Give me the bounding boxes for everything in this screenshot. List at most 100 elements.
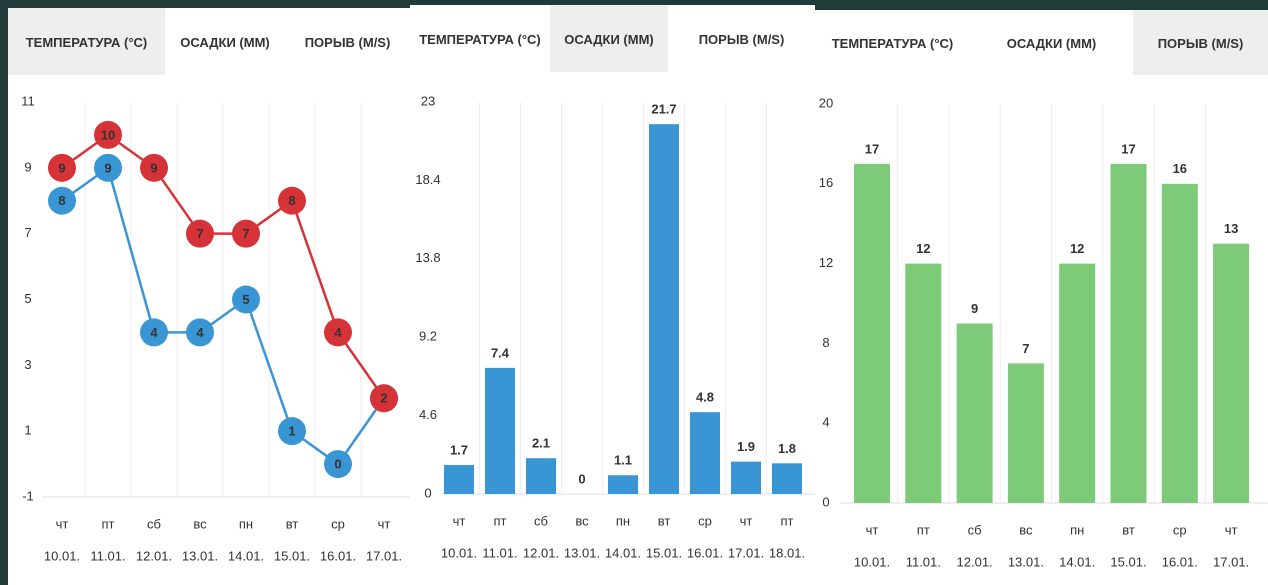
bar — [956, 323, 993, 503]
y-tick-label: 12 — [819, 255, 833, 270]
bar-label: 17 — [865, 141, 879, 156]
y-tick-label: 4.6 — [419, 407, 437, 422]
x-tick-label: вс — [1019, 522, 1033, 537]
x-tick-label: сб — [147, 516, 161, 531]
bar-label: 1.9 — [737, 439, 755, 454]
tab-label[interactable]: ОСАДКИ (ММ) — [180, 35, 270, 50]
x-tick-label: пн — [239, 516, 253, 531]
x-tick-label: пт — [917, 522, 930, 537]
x-date-label: 14.01. — [1059, 554, 1095, 569]
bar — [485, 367, 515, 494]
x-date-label: 10.01. — [854, 554, 890, 569]
point-label: 2 — [380, 391, 387, 406]
tab-label[interactable]: ПОРЫВ (M/S) — [699, 32, 785, 47]
tab-label[interactable]: ТЕМПЕРАТУРА (°C) — [26, 35, 148, 50]
x-tick-label: пт — [102, 516, 115, 531]
x-tick-label: вс — [575, 513, 589, 528]
x-tick-label: ср — [1173, 522, 1187, 537]
bar-label: 13 — [1224, 221, 1238, 236]
y-tick-label: 13.8 — [415, 250, 440, 265]
panel — [8, 8, 410, 585]
point — [48, 186, 76, 215]
x-tick-label: сб — [968, 522, 982, 537]
bar-label: 1.7 — [450, 442, 468, 457]
bar — [772, 463, 802, 494]
x-date-label: 17.01. — [1213, 554, 1249, 569]
tab-label[interactable]: ПОРЫВ (M/S) — [305, 35, 391, 50]
x-tick-label: чт — [56, 516, 69, 531]
bar-label: 4.8 — [696, 390, 714, 405]
panel — [410, 5, 815, 585]
tab-label[interactable]: ПОРЫВ (M/S) — [1158, 36, 1244, 51]
point-label: 8 — [288, 193, 295, 208]
tab[interactable] — [165, 8, 285, 75]
x-date-label: 12.01. — [957, 554, 993, 569]
x-date-label: 13.01. — [1008, 554, 1044, 569]
x-tick-label: чт — [740, 513, 753, 528]
y-tick-label: 3 — [24, 357, 31, 372]
bar — [854, 163, 890, 503]
x-date-label: 11.01. — [90, 548, 125, 563]
bar-label: 0 — [578, 471, 585, 486]
bar-label: 21.7 — [651, 102, 676, 117]
x-date-label: 15.01. — [274, 548, 310, 563]
point — [278, 186, 306, 215]
bar — [526, 458, 556, 494]
x-tick-label: пн — [616, 513, 630, 528]
tab-label[interactable]: ТЕМПЕРАТУРА (°C) — [419, 32, 541, 47]
y-tick-label: 9.2 — [419, 329, 437, 344]
tab[interactable] — [1133, 10, 1268, 75]
point-label: 1 — [288, 424, 295, 439]
y-tick-label: -1 — [22, 488, 34, 503]
bar — [690, 412, 720, 494]
tab[interactable] — [815, 10, 970, 75]
y-tick-label: 9 — [24, 159, 31, 174]
x-date-label: 15.01. — [1110, 554, 1146, 569]
bar-label: 16 — [1173, 161, 1187, 176]
tab[interactable] — [410, 5, 550, 72]
x-tick-label: чт — [1225, 522, 1238, 537]
x-tick-label: ср — [698, 513, 712, 528]
point — [324, 450, 352, 479]
tab[interactable] — [668, 5, 815, 72]
tab[interactable] — [8, 8, 165, 75]
point — [186, 219, 214, 248]
x-tick-label: вт — [658, 513, 671, 528]
point-label: 9 — [150, 160, 157, 175]
x-tick-label: чт — [453, 513, 466, 528]
point — [140, 153, 168, 182]
x-date-label: 14.01. — [228, 548, 264, 563]
tab[interactable] — [285, 8, 410, 75]
y-tick-label: 8 — [822, 335, 829, 350]
bar — [649, 124, 679, 494]
bar-label: 1.1 — [614, 453, 632, 468]
point — [94, 120, 122, 149]
tab-label[interactable]: ОСАДКИ (ММ) — [1007, 36, 1097, 51]
point-label: 9 — [104, 160, 111, 175]
y-tick-label: 16 — [819, 175, 833, 190]
y-tick-label: 23 — [421, 93, 435, 108]
bar — [1007, 363, 1044, 503]
tab[interactable] — [970, 10, 1133, 75]
x-date-label: 17.01. — [728, 545, 764, 560]
point — [232, 285, 260, 314]
y-tick-label: 0 — [822, 494, 829, 509]
bar-label: 1.8 — [778, 441, 796, 456]
x-tick-label: чт — [378, 516, 391, 531]
x-date-label: 13.01. — [564, 545, 600, 560]
bar — [1110, 163, 1147, 503]
y-tick-label: 0 — [424, 485, 431, 500]
bar-label: 12 — [916, 241, 930, 256]
point-label: 9 — [58, 160, 65, 175]
x-date-label: 16.01. — [1162, 554, 1198, 569]
x-date-label: 14.01. — [605, 545, 641, 560]
bar — [444, 465, 474, 494]
tab-label[interactable]: ОСАДКИ (ММ) — [564, 32, 654, 47]
point-label: 8 — [58, 193, 65, 208]
tab-label[interactable]: ТЕМПЕРАТУРА (°C) — [832, 36, 954, 51]
x-tick-label: вс — [193, 516, 207, 531]
tab[interactable] — [550, 5, 668, 72]
x-date-label: 16.01. — [320, 548, 356, 563]
